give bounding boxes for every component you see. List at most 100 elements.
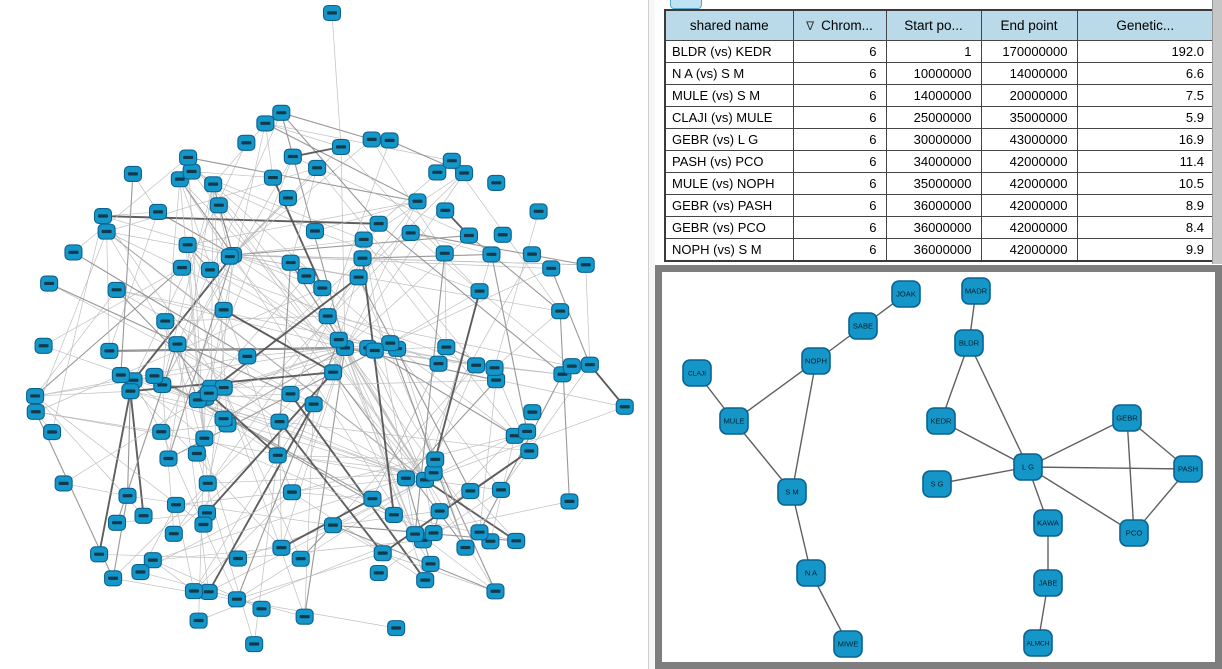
cell-shared-name[interactable]: N A (vs) S M bbox=[664, 62, 794, 85]
network-edge[interactable] bbox=[187, 157, 426, 481]
network-edge[interactable] bbox=[281, 112, 372, 141]
cell-value[interactable]: 36000000 bbox=[885, 194, 982, 217]
network-node[interactable] bbox=[252, 600, 271, 617]
cell-value[interactable]: 42000000 bbox=[980, 194, 1078, 217]
network-edge[interactable] bbox=[280, 112, 380, 225]
cell-value[interactable]: 9.9 bbox=[1076, 238, 1215, 262]
cell-value[interactable]: 42000000 bbox=[980, 150, 1078, 173]
network-edge[interactable] bbox=[188, 156, 418, 202]
subnetwork-node-kedr[interactable]: KEDR bbox=[926, 407, 956, 435]
network-node[interactable] bbox=[424, 525, 443, 542]
network-edge[interactable] bbox=[494, 310, 561, 369]
subnetwork-node-kawa[interactable]: KAWA bbox=[1033, 509, 1063, 537]
subnetwork-node-pash[interactable]: PASH bbox=[1173, 455, 1203, 483]
cell-value[interactable]: 20000000 bbox=[980, 84, 1078, 107]
network-edge[interactable] bbox=[372, 363, 439, 499]
network-edge[interactable] bbox=[130, 390, 426, 481]
cell-value[interactable]: 35000000 bbox=[980, 106, 1078, 129]
cell-value[interactable]: 6 bbox=[792, 172, 887, 195]
network-edge[interactable] bbox=[434, 290, 481, 460]
network-edge[interactable] bbox=[106, 231, 346, 349]
network-node[interactable] bbox=[278, 189, 298, 207]
network-edge[interactable] bbox=[210, 184, 214, 388]
network-node[interactable] bbox=[318, 308, 337, 325]
network-edge[interactable] bbox=[161, 184, 214, 386]
table-row[interactable]: MULE (vs) S M 6 14000000 20000000 7.5 bbox=[664, 84, 1215, 107]
subnetwork-edge[interactable] bbox=[1126, 417, 1135, 534]
cell-value[interactable]: 36000000 bbox=[885, 238, 982, 262]
network-node[interactable] bbox=[111, 367, 130, 384]
network-edge[interactable] bbox=[209, 269, 477, 366]
network-edge[interactable] bbox=[126, 391, 131, 496]
subnetwork-edge[interactable] bbox=[1027, 466, 1189, 470]
network-edge[interactable] bbox=[193, 492, 293, 592]
network-edge[interactable] bbox=[140, 571, 305, 618]
network-edge[interactable] bbox=[290, 167, 318, 263]
network-edge[interactable] bbox=[229, 139, 372, 257]
network-edge[interactable] bbox=[304, 347, 346, 617]
network-node[interactable] bbox=[487, 174, 506, 191]
network-node[interactable] bbox=[281, 385, 300, 403]
network-edge[interactable] bbox=[98, 391, 132, 555]
network-node[interactable] bbox=[369, 564, 388, 582]
cell-shared-name[interactable]: GEBR (vs) L G bbox=[664, 128, 794, 151]
network-node[interactable] bbox=[305, 223, 324, 240]
network-edge[interactable] bbox=[439, 435, 516, 512]
cell-value[interactable]: 42000000 bbox=[980, 238, 1078, 262]
network-edge[interactable] bbox=[168, 184, 214, 459]
network-edge[interactable] bbox=[327, 201, 418, 317]
network-node[interactable] bbox=[331, 138, 351, 156]
network-node[interactable] bbox=[195, 430, 214, 447]
network-edge[interactable] bbox=[152, 477, 407, 561]
network-edge[interactable] bbox=[43, 267, 183, 347]
network-node[interactable] bbox=[209, 197, 228, 214]
network-edge[interactable] bbox=[340, 146, 480, 292]
table-row[interactable]: GEBR (vs) L G 6 30000000 43000000 16.9 bbox=[664, 128, 1215, 151]
network-node[interactable] bbox=[291, 550, 310, 567]
network-edge[interactable] bbox=[207, 472, 434, 484]
column-header-chrom---[interactable]: ∇ Chrom... bbox=[792, 9, 887, 41]
network-edge[interactable] bbox=[363, 239, 416, 535]
network-edge[interactable] bbox=[223, 379, 497, 389]
network-node[interactable] bbox=[437, 339, 456, 356]
network-edge[interactable] bbox=[277, 455, 434, 474]
network-node[interactable] bbox=[520, 443, 539, 460]
network-node[interactable] bbox=[187, 445, 206, 462]
network-edge[interactable] bbox=[278, 421, 384, 554]
network-node[interactable] bbox=[143, 552, 162, 569]
network-node[interactable] bbox=[491, 481, 511, 499]
network-edge[interactable] bbox=[73, 251, 248, 357]
network-edge[interactable] bbox=[179, 178, 234, 256]
network-edge[interactable] bbox=[223, 387, 302, 559]
network-node[interactable] bbox=[518, 423, 537, 440]
network-edge[interactable] bbox=[585, 264, 591, 365]
network-node[interactable] bbox=[272, 104, 291, 121]
network-node[interactable] bbox=[26, 403, 45, 420]
cell-value[interactable]: 16.9 bbox=[1076, 128, 1215, 151]
network-edge[interactable] bbox=[362, 253, 492, 259]
network-node[interactable] bbox=[576, 256, 595, 273]
network-edge[interactable] bbox=[102, 215, 379, 225]
cell-shared-name[interactable]: PASH (vs) PCO bbox=[664, 150, 794, 173]
network-edge[interactable] bbox=[304, 404, 315, 617]
subnetwork-node-l-g[interactable]: L G bbox=[1013, 453, 1043, 481]
cell-value[interactable]: 6 bbox=[792, 84, 887, 107]
network-edge[interactable] bbox=[127, 495, 333, 526]
network-edge[interactable] bbox=[165, 315, 328, 322]
network-node[interactable] bbox=[482, 246, 501, 263]
subnetwork-node-sabe[interactable]: SABE bbox=[848, 312, 878, 340]
network-node[interactable] bbox=[54, 475, 73, 492]
network-edge[interactable] bbox=[35, 390, 131, 397]
network-node[interactable] bbox=[214, 301, 233, 319]
cell-value[interactable]: 6 bbox=[792, 216, 887, 239]
table-row[interactable]: PASH (vs) PCO 6 34000000 42000000 11.4 bbox=[664, 150, 1215, 173]
network-node[interactable] bbox=[470, 524, 489, 541]
cell-value[interactable]: 14000000 bbox=[885, 84, 982, 107]
network-node[interactable] bbox=[283, 148, 302, 165]
network-edge[interactable] bbox=[367, 347, 516, 437]
table-row[interactable]: N A (vs) S M 6 10000000 14000000 6.6 bbox=[664, 62, 1215, 85]
subnetwork-node-noph[interactable]: NOPH bbox=[801, 347, 831, 375]
network-edge[interactable] bbox=[229, 197, 289, 257]
network-node[interactable] bbox=[156, 313, 175, 330]
network-edge[interactable] bbox=[361, 258, 395, 516]
